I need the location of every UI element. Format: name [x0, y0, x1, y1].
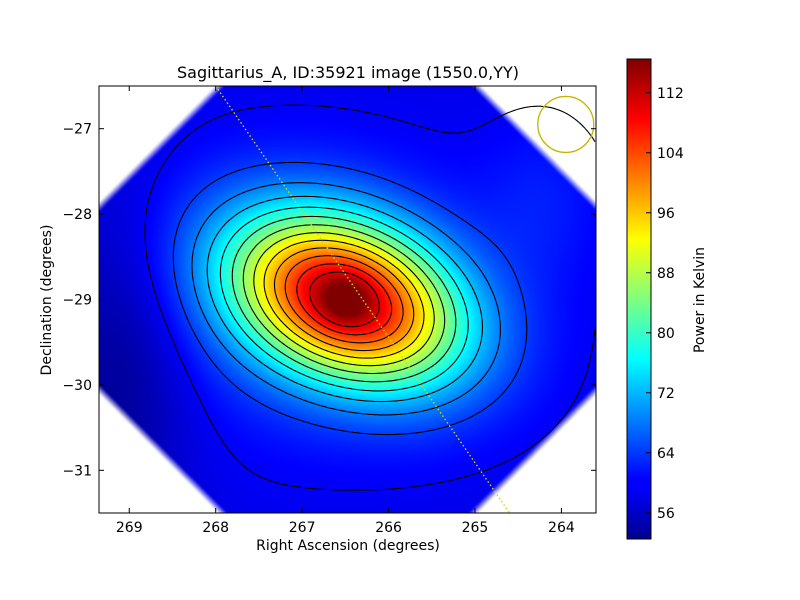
x-tick-label: 268 [202, 520, 229, 536]
colorbar-tick-label: 88 [657, 266, 675, 282]
heatmap-image [99, 86, 596, 513]
chart-title: Sagittarius_A, ID:35921 image (1550.0,YY… [177, 63, 519, 83]
x-axis-ticks: 269 268 267 266 265 264 [116, 86, 575, 536]
y-tick-label: −28 [62, 207, 92, 223]
colorbar-gradient [626, 58, 652, 540]
contour-line [242, 224, 446, 375]
contour-line [296, 263, 393, 336]
contour-line [253, 232, 435, 367]
y-tick-label: −29 [62, 293, 92, 309]
x-axis-label: Right Ascension (degrees) [256, 538, 440, 554]
contour-line [219, 206, 469, 392]
contour-line [273, 247, 415, 352]
y-axis-ticks: −27 −28 −29 −30 −31 [62, 122, 596, 479]
colorbar-tick-label: 72 [657, 386, 675, 402]
beam-circle-icon [537, 95, 595, 154]
y-axis-label: Declination (degrees) [39, 225, 55, 376]
colorbar-tick-label: 104 [657, 146, 684, 162]
contour-line [144, 104, 596, 491]
colorbar: 56 64 72 80 88 96 104 112 Power in Kelvin [626, 58, 708, 540]
x-tick-label: 264 [548, 520, 575, 536]
colorbar-tick-label: 80 [657, 326, 675, 342]
contour-line [284, 255, 404, 344]
plot-area [99, 86, 596, 513]
colorbar-tick-label: 112 [657, 86, 684, 102]
contour-line [172, 161, 528, 436]
contour-line [231, 215, 457, 383]
colorbar-tick-label: 96 [657, 206, 675, 222]
x-tick-label: 269 [116, 520, 143, 536]
x-tick-label: 265 [462, 520, 489, 536]
colorbar-label: Power in Kelvin [692, 247, 708, 353]
x-tick-label: 266 [375, 520, 402, 536]
contour-line [309, 271, 380, 328]
contour-line [191, 182, 501, 416]
colorbar-tick-label: 64 [657, 446, 675, 462]
contour-lines [144, 104, 596, 491]
contour-line [206, 195, 484, 403]
y-tick-label: −27 [62, 122, 92, 138]
colorbar-tick-label: 56 [657, 506, 675, 522]
colorbar-ticks: 56 64 72 80 88 96 104 112 [646, 86, 684, 522]
contour-line [263, 239, 425, 359]
y-tick-label: −31 [62, 463, 92, 479]
x-tick-label: 267 [289, 520, 316, 536]
y-tick-label: −30 [62, 378, 92, 394]
